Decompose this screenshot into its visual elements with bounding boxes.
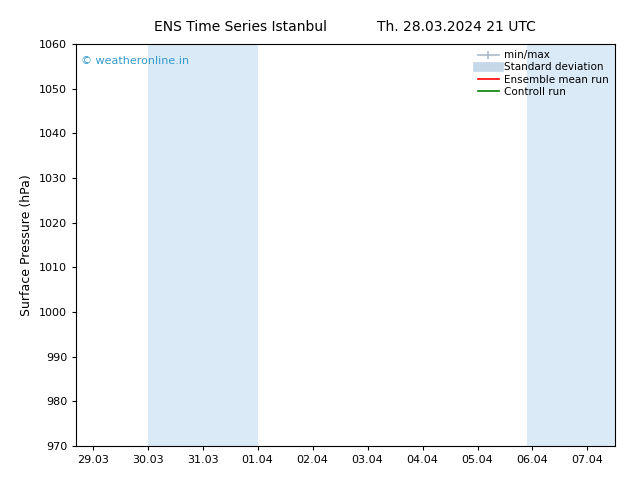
Y-axis label: Surface Pressure (hPa): Surface Pressure (hPa): [20, 174, 34, 316]
Legend: min/max, Standard deviation, Ensemble mean run, Controll run: min/max, Standard deviation, Ensemble me…: [475, 47, 612, 100]
Text: Th. 28.03.2024 21 UTC: Th. 28.03.2024 21 UTC: [377, 20, 536, 34]
Bar: [148, 44, 257, 446]
Bar: [527, 44, 615, 446]
Text: © weatheronline.in: © weatheronline.in: [81, 56, 190, 66]
Text: ENS Time Series Istanbul: ENS Time Series Istanbul: [155, 20, 327, 34]
